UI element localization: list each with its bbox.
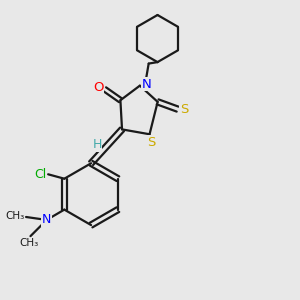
Text: CH₃: CH₃ — [5, 211, 25, 220]
Text: N: N — [141, 78, 151, 91]
Text: H: H — [92, 138, 102, 151]
Text: O: O — [93, 81, 104, 94]
Text: Cl: Cl — [34, 168, 46, 181]
Text: CH₃: CH₃ — [20, 238, 39, 248]
Text: S: S — [180, 103, 188, 116]
Text: N: N — [42, 213, 51, 226]
Text: S: S — [147, 136, 155, 149]
